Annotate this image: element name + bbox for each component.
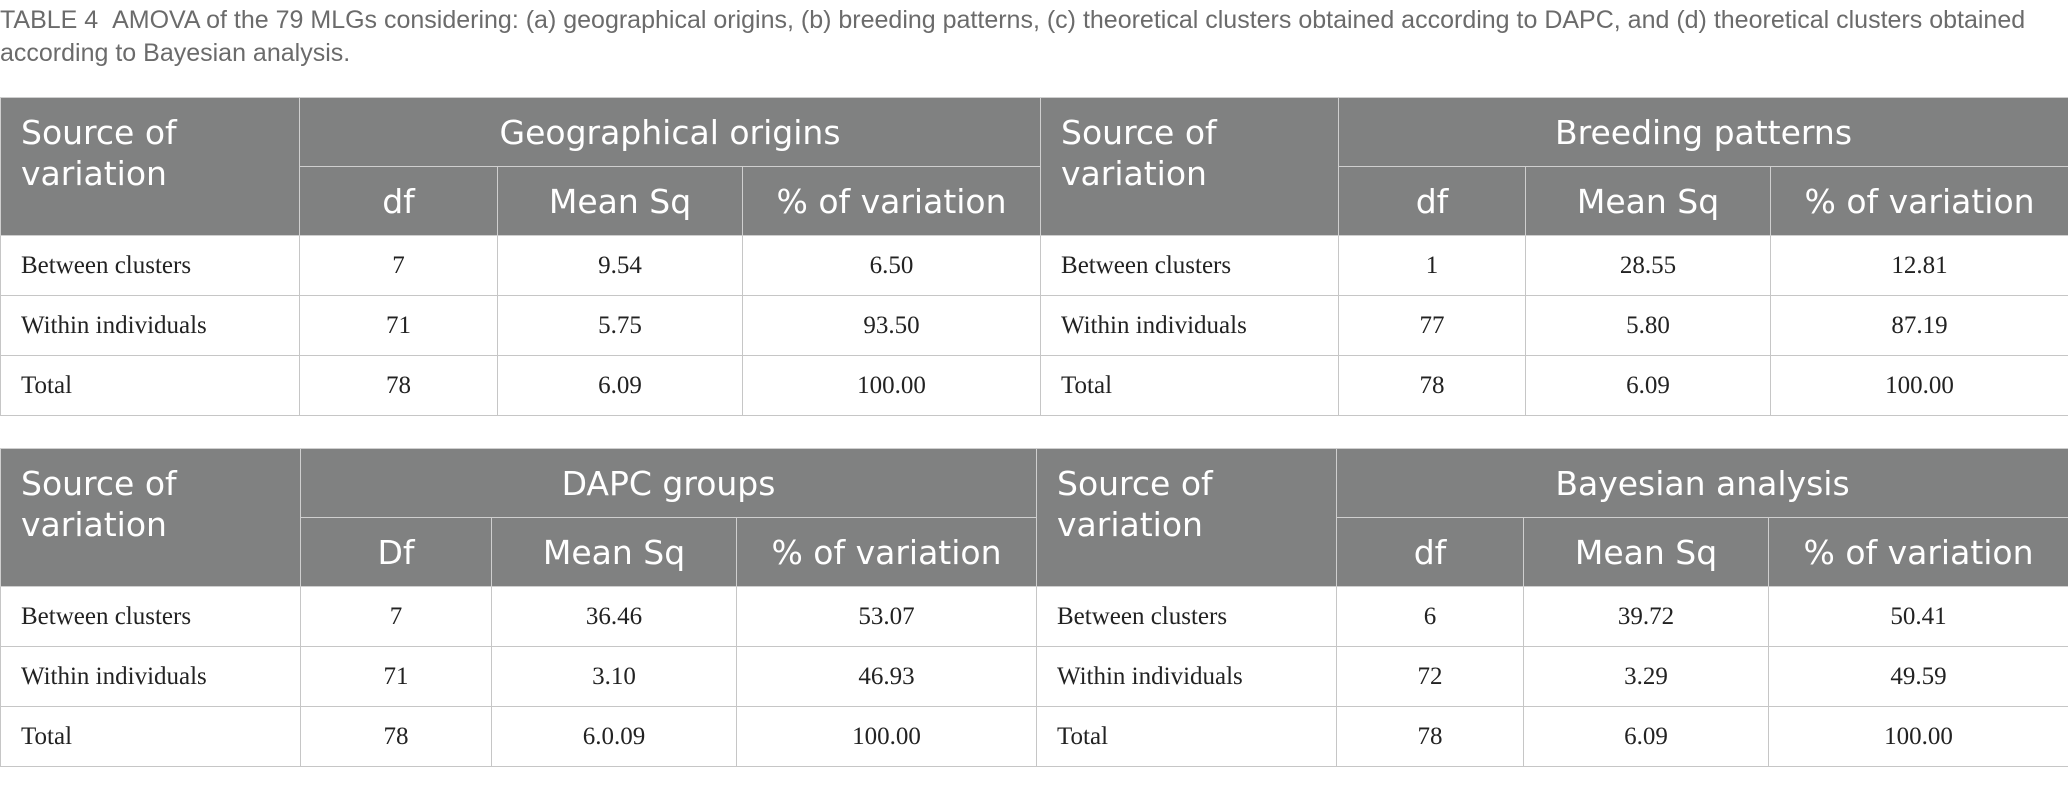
df-cell: 78 [1336,706,1524,767]
group-header-bayesian-analysis: Bayesian analysis [1335,448,2068,518]
col-header-pct-variation: % of variation [1770,166,2068,236]
pct-cell: 6.50 [741,235,1042,296]
pct-cell: 46.93 [736,646,1037,707]
row-label: Total [1036,706,1337,767]
pct-cell: 100.00 [741,355,1042,416]
df-cell: 71 [300,646,492,707]
df-cell: 6 [1336,586,1524,647]
mean-sq-cell: 5.80 [1525,295,1772,356]
amova-table-dapc-bayesian: Source of variation DAPC groups Source o… [0,448,2068,767]
row-label: Within individuals [1040,295,1340,356]
df-cell: 7 [299,235,498,296]
row-label: Total [0,355,300,416]
mean-sq-cell: 6.09 [1525,355,1772,416]
df-cell: 77 [1338,295,1527,356]
row-label: Within individuals [0,295,300,356]
source-of-variation-header: Source of variation [0,448,301,587]
table-caption: TABLE 4 AMOVA of the 79 MLGs considering… [0,4,2060,70]
pct-cell: 12.81 [1770,235,2068,296]
mean-sq-cell: 3.10 [491,646,737,707]
pct-cell: 53.07 [736,586,1037,647]
df-cell: 78 [299,355,498,416]
table-row: Within individuals 71 3.10 46.93 Within … [0,646,2068,707]
pct-cell: 49.59 [1767,646,2068,707]
row-label: Within individuals [1036,646,1337,707]
mean-sq-cell: 6.0.09 [491,706,737,767]
df-cell: 7 [300,586,492,647]
row-label: Total [0,706,301,767]
mean-sq-cell: 28.55 [1525,235,1772,296]
col-header-mean-sq: Mean Sq [1523,517,1769,587]
table-row: Total 78 6.0.09 100.00 Total 78 6.09 100… [0,706,2068,767]
mean-sq-cell: 9.54 [497,235,743,296]
row-label: Total [1040,355,1340,416]
row-label: Between clusters [1040,235,1340,296]
group-header-dapc-groups: DAPC groups [300,448,1037,518]
mean-sq-cell: 5.75 [497,295,743,356]
col-header-df: df [1338,166,1527,236]
df-cell: 78 [1338,355,1527,416]
col-header-mean-sq: Mean Sq [491,517,737,587]
row-label: Between clusters [0,586,301,647]
pct-cell: 87.19 [1770,295,2068,356]
source-of-variation-header: Source of variation [1040,97,1340,236]
group-header-breeding-patterns: Breeding patterns [1338,97,2068,167]
col-header-df: df [299,166,498,236]
col-header-mean-sq: Mean Sq [1525,166,1772,236]
row-label: Between clusters [1036,586,1337,647]
caption-label: TABLE 4 [0,6,99,34]
pct-cell: 50.41 [1767,586,2068,647]
df-cell: 71 [299,295,498,356]
group-header-geographical-origins: Geographical origins [298,97,1042,167]
mean-sq-cell: 6.09 [1523,706,1769,767]
table-row: Between clusters 7 36.46 53.07 Between c… [0,586,2068,647]
table-row: Between clusters 7 9.54 6.50 Between clu… [0,235,2068,296]
table-row: Total 78 6.09 100.00 Total 78 6.09 100.0… [0,355,2068,416]
amova-table-geo-breeding: Source of variation Geographical origins… [0,97,2068,416]
row-label: Between clusters [0,235,300,296]
mean-sq-cell: 6.09 [497,355,743,416]
mean-sq-cell: 36.46 [491,586,737,647]
row-label: Within individuals [0,646,301,707]
df-cell: 1 [1338,235,1527,296]
source-of-variation-header: Source of variation [1036,448,1337,587]
pct-cell: 100.00 [1770,355,2068,416]
col-header-df: Df [300,517,492,587]
col-header-df: df [1336,517,1524,587]
col-header-pct-variation: % of variation [741,166,1042,236]
mean-sq-cell: 3.29 [1523,646,1769,707]
caption-text: AMOVA of the 79 MLGs considering: (a) ge… [0,6,2026,67]
table-row: Within individuals 71 5.75 93.50 Within … [0,295,2068,356]
col-header-pct-variation: % of variation [1767,517,2068,587]
col-header-mean-sq: Mean Sq [497,166,743,236]
col-header-pct-variation: % of variation [736,517,1037,587]
df-cell: 78 [300,706,492,767]
pct-cell: 100.00 [1767,706,2068,767]
pct-cell: 100.00 [736,706,1037,767]
mean-sq-cell: 39.72 [1523,586,1769,647]
pct-cell: 93.50 [741,295,1042,356]
source-of-variation-header: Source of variation [0,97,300,236]
df-cell: 72 [1336,646,1524,707]
